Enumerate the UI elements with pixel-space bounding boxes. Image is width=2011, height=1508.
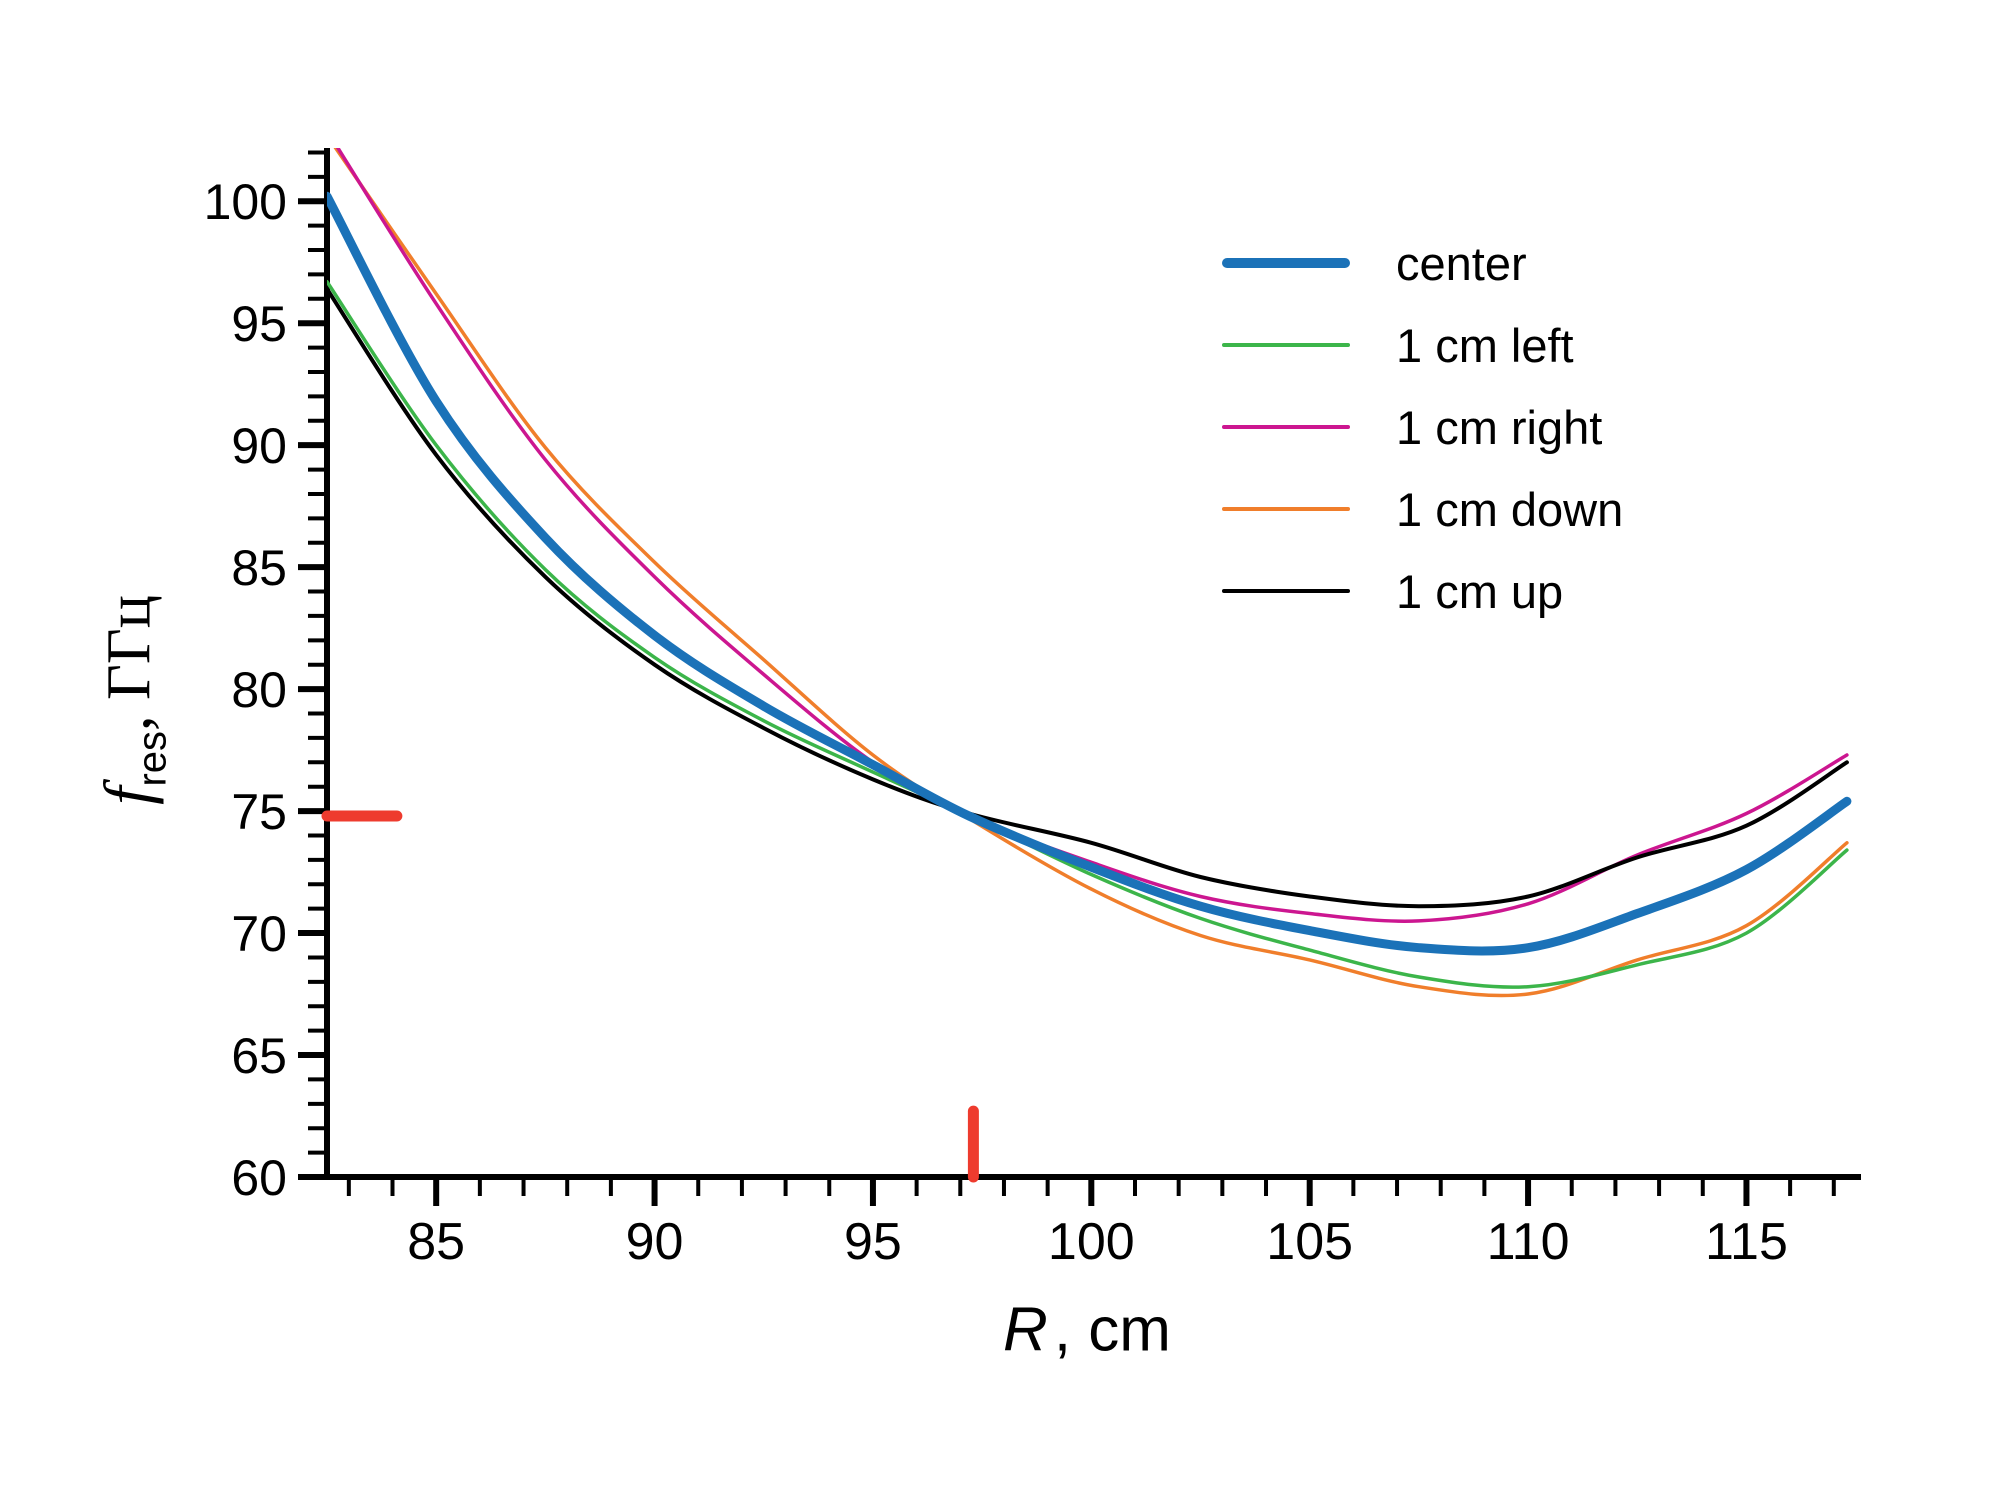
- x-tick-label: 110: [1487, 1213, 1570, 1271]
- legend-item-1-cm-left: 1 cm left: [1222, 304, 1623, 386]
- legend-label-center: center: [1396, 236, 1527, 290]
- legend-label-1-cm-right: 1 cm right: [1396, 400, 1603, 454]
- legend-label-1-cm-down: 1 cm down: [1396, 482, 1624, 536]
- y-tick-label: 65: [231, 1028, 287, 1084]
- y-tick-label: 80: [231, 662, 287, 718]
- x-tick-label: 115: [1705, 1213, 1788, 1271]
- x-tick-label: 90: [626, 1213, 684, 1271]
- x-tick-label: 85: [407, 1213, 465, 1271]
- y-tick-label: 60: [231, 1150, 287, 1206]
- legend-swatch-center: [1222, 258, 1350, 268]
- y-tick-label: 70: [231, 906, 287, 962]
- legend: center 1 cm left 1 cm right 1 cm down 1 cm u…: [1222, 222, 1623, 632]
- legend-item-center: center: [1222, 222, 1623, 304]
- legend-swatch-1-cm-left: [1222, 343, 1350, 347]
- y-tick-label: 100: [204, 174, 287, 230]
- legend-item-1-cm-up: 1 cm up: [1222, 550, 1623, 632]
- x-axis-units: , cm: [1053, 1295, 1171, 1365]
- y-axis-subscript: res: [130, 730, 175, 787]
- x-axis-title: R, cm: [1003, 1295, 1171, 1366]
- x-axis-symbol: R: [1003, 1295, 1048, 1365]
- y-tick-label: 95: [231, 296, 287, 352]
- y-tick-label: 85: [231, 540, 287, 596]
- legend-label-1-cm-left: 1 cm left: [1396, 318, 1574, 372]
- legend-item-1-cm-right: 1 cm right: [1222, 386, 1623, 468]
- y-tick-label: 90: [231, 418, 287, 474]
- legend-swatch-1-cm-down: [1222, 507, 1350, 511]
- x-tick-label: 100: [1048, 1213, 1135, 1271]
- y-tick-label: 75: [231, 784, 287, 840]
- y-axis-ticks: 60 65 70 75 80 85 90 95 100: [204, 150, 327, 1206]
- legend-swatch-1-cm-right: [1222, 425, 1350, 429]
- legend-swatch-1-cm-up: [1222, 589, 1350, 593]
- series-line-1-cm-left: [327, 279, 1849, 989]
- series-line-1-cm-up: [327, 287, 1849, 909]
- x-axis-ticks: 85 90 95 100 105 110 115: [346, 1177, 1836, 1271]
- y-axis-title: fres, ГГц: [91, 595, 176, 805]
- y-axis-units: , ГГц: [95, 595, 164, 731]
- legend-label-1-cm-up: 1 cm up: [1396, 564, 1564, 618]
- x-tick-label: 105: [1266, 1213, 1353, 1271]
- legend-item-1-cm-down: 1 cm down: [1222, 468, 1623, 550]
- y-axis-symbol: f: [91, 786, 165, 805]
- x-tick-label: 95: [844, 1213, 902, 1271]
- series-line-center: [327, 191, 1852, 956]
